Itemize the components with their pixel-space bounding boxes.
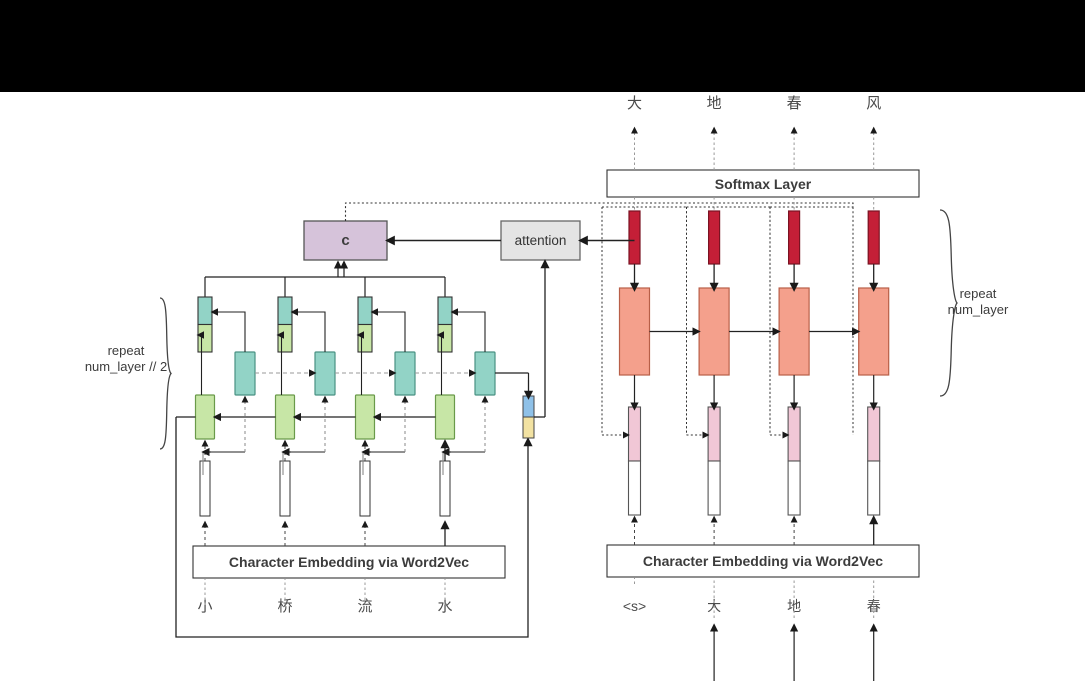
svg-text:小: 小 (197, 598, 212, 615)
svg-text:repeat: repeat (960, 286, 997, 301)
svg-text:c: c (341, 232, 349, 249)
svg-text:Character Embedding via Word2V: Character Embedding via Word2Vec (643, 553, 883, 569)
svg-text:大: 大 (627, 95, 642, 112)
svg-text:<s>: <s> (623, 598, 646, 614)
svg-text:attention: attention (515, 233, 567, 248)
svg-text:地: 地 (707, 95, 722, 112)
svg-text:Character Embedding via Word2V: Character Embedding via Word2Vec (229, 554, 469, 570)
svg-text:春: 春 (787, 95, 802, 112)
svg-text:桥: 桥 (277, 598, 292, 615)
svg-text:流: 流 (357, 598, 372, 615)
svg-text:风: 风 (866, 95, 881, 112)
svg-text:num_layer // 2: num_layer // 2 (85, 359, 167, 374)
svg-text:repeat: repeat (108, 343, 145, 358)
svg-text:水: 水 (437, 598, 452, 615)
svg-text:Softmax Layer: Softmax Layer (715, 176, 812, 192)
svg-text:num_layer: num_layer (948, 302, 1009, 317)
